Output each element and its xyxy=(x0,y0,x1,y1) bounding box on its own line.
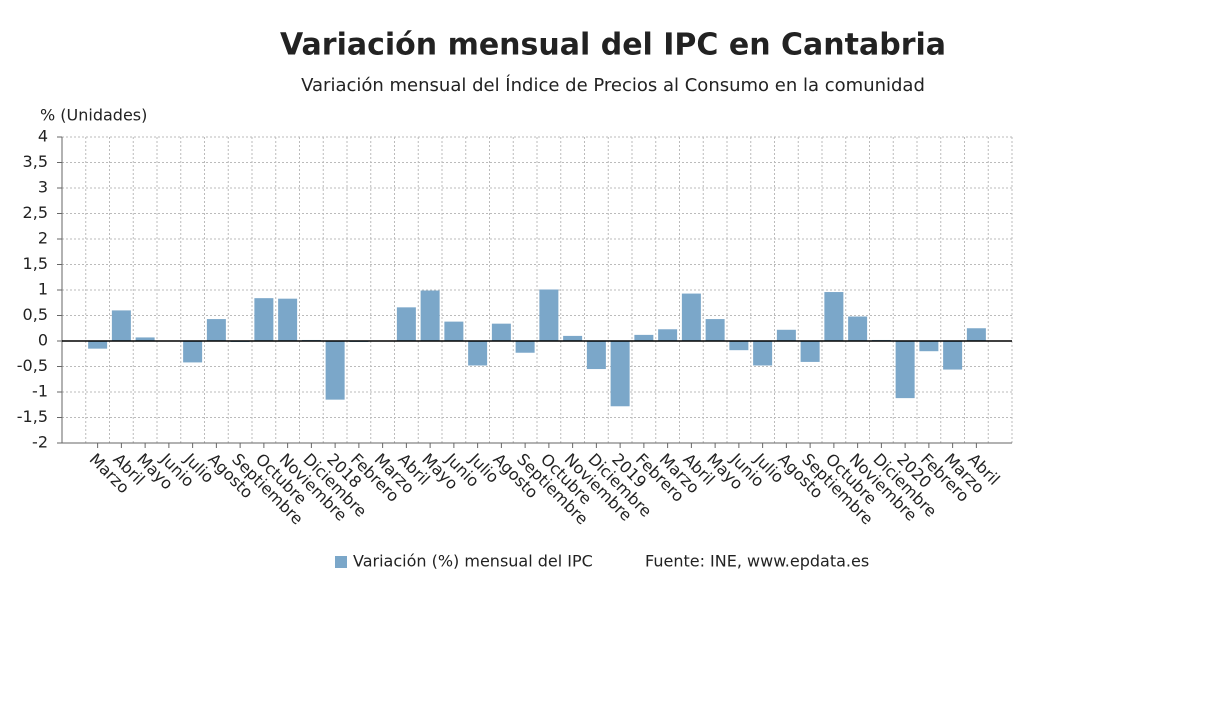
y-tick-label: 1,5 xyxy=(23,254,48,273)
chart-title: Variación mensual del IPC en Cantabria xyxy=(280,28,946,63)
bar xyxy=(278,298,298,341)
bar xyxy=(610,341,630,407)
bar xyxy=(943,341,963,370)
bar xyxy=(420,290,440,341)
y-axis-label: % (Unidades) xyxy=(40,106,147,125)
bar xyxy=(705,319,725,341)
y-tick-label: 4 xyxy=(38,127,48,146)
y-tick-label: 1 xyxy=(38,280,48,299)
y-tick-label: 3,5 xyxy=(23,152,48,171)
bar xyxy=(753,341,773,366)
bar xyxy=(183,341,203,363)
legend-swatch xyxy=(335,556,347,568)
bar xyxy=(254,298,274,341)
bar xyxy=(848,316,868,341)
bar xyxy=(491,323,511,341)
y-tick-label: 3 xyxy=(38,178,48,197)
chart-subtitle: Variación mensual del Índice de Precios … xyxy=(301,74,925,96)
bar xyxy=(396,307,416,341)
bar xyxy=(563,335,583,341)
y-tick-label: 2 xyxy=(38,229,48,248)
y-tick-label: 2,5 xyxy=(23,203,48,222)
y-tick-label: 0,5 xyxy=(23,305,48,324)
y-tick-label: -0,5 xyxy=(17,356,48,375)
y-tick-label: -1 xyxy=(32,382,48,401)
bar xyxy=(135,337,155,341)
bar xyxy=(919,341,939,352)
y-tick-label: -1,5 xyxy=(17,407,48,426)
bar xyxy=(586,341,606,370)
bar xyxy=(515,341,535,353)
bar xyxy=(824,292,844,341)
bar xyxy=(539,289,559,341)
bar xyxy=(681,293,701,341)
bar xyxy=(325,341,345,400)
bar xyxy=(776,329,796,341)
bar xyxy=(206,319,226,341)
legend-label: Variación (%) mensual del IPC xyxy=(353,552,593,571)
y-tick-label: 0 xyxy=(38,331,48,350)
bar xyxy=(895,341,915,399)
y-tick-label: -2 xyxy=(32,433,48,452)
bar xyxy=(966,328,986,341)
bar xyxy=(658,329,678,341)
bar xyxy=(111,310,131,341)
bar xyxy=(444,321,464,341)
bar xyxy=(800,341,820,362)
bar xyxy=(634,334,654,341)
bar xyxy=(729,341,749,351)
source: Fuente: INE, www.epdata.es xyxy=(645,552,869,571)
bar xyxy=(468,341,488,366)
bar xyxy=(88,341,108,349)
